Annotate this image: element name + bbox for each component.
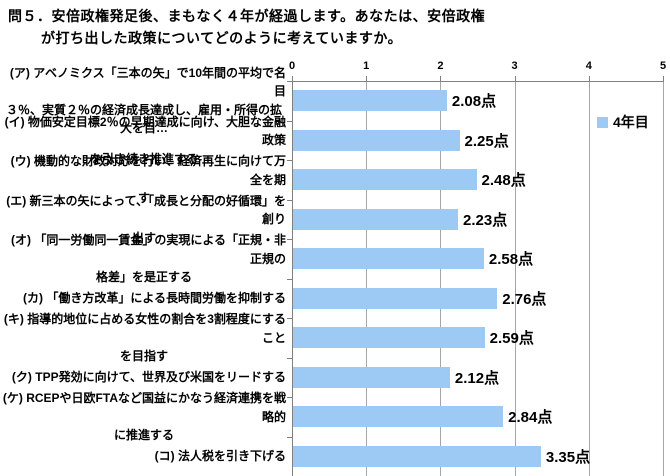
x-axis-line	[292, 81, 664, 82]
x-tick-label: 3	[511, 60, 518, 72]
category-label: (カ) 「働き方改革」による長時間労働を抑制する	[2, 279, 286, 319]
category-label: (コ) 法人税を引き下げる	[2, 437, 286, 476]
category-label-line: (エ) 新三本の矢によって、「成長と分配の好循環」を創り	[6, 193, 286, 227]
bar-value-label: 2.48点	[481, 172, 526, 190]
bar-value-label: 2.23点	[463, 211, 508, 229]
category-label: (ア) アベノミクス「三本の矢」で10年間の平均で名目 ３％、実質２％の経済成長達…	[2, 66, 286, 136]
category-tick-mark	[287, 120, 293, 122]
bar	[293, 366, 450, 388]
x-tick-mark	[292, 76, 293, 88]
bar	[293, 90, 447, 112]
category-tick-mark	[287, 357, 293, 359]
category-label: (イ) 物価安定目標2％の早期達成に向け、大胆な金融政策を引き続き推進する	[2, 115, 286, 166]
category-label-line: (カ) 「働き方改革」による長時間労働を抑制する	[23, 291, 286, 305]
bar-value-label: 2.76点	[502, 290, 547, 308]
chart-title-line1: 問５．安倍政権発足後、まもなく４年が経過します。あなたは、安倍政権	[8, 8, 486, 24]
category-label: (オ) 「同一労働同一賃金」の実現による「正規・非正規の格差」を是正する	[2, 233, 286, 284]
category-label-line: ３％、実質２％の経済成長達成し、雇用・所得の拡大を目…	[5, 102, 282, 136]
chart-title-line2: が打ち出した政策についてどのように考えていますか。	[41, 30, 403, 46]
bar	[293, 248, 484, 270]
x-tick-label: 4	[585, 60, 592, 72]
gridline	[440, 82, 442, 476]
bar	[293, 169, 477, 191]
x-tick-label: 5	[659, 60, 667, 72]
x-tick-label: 0	[288, 60, 296, 72]
category-label-line: (オ) 「同一労働同一賃金」の実現による「正規・非正規の	[11, 233, 286, 266]
category-label-line: に推進する	[113, 428, 174, 442]
category-label-line: を引き続き推進する	[89, 151, 198, 166]
category-tick-mark	[287, 160, 293, 161]
category-tick-mark	[287, 318, 293, 319]
category-label-line: す	[137, 191, 150, 205]
category-label-line: (イ) 物価安定目標2％の早期達成に向け、大胆な金融政策	[4, 114, 286, 148]
category-label: (ケ) RCEPや日欧FTAなど国益にかなう経済連携を戦略的に推進する	[2, 391, 286, 442]
category-label-line: (キ) 指導的地位に占める女性の割合を3割程度にすること	[3, 312, 286, 345]
bar	[293, 287, 498, 309]
category-label-line: (ケ) RCEPや日欧FTAなど国益にかなう経済連携を戦略的	[2, 391, 286, 424]
category-label-line: 出す	[131, 230, 156, 245]
category-label-line: (コ) 法人税を引き下げる	[154, 449, 286, 463]
category-label: (ク) TPP発効に向けて、世界及び米国をリードする	[2, 358, 286, 398]
bar	[293, 406, 504, 428]
category-label-line: を目指す	[119, 349, 168, 363]
bar-value-label: 2.58点	[488, 251, 534, 269]
gridline	[663, 82, 664, 476]
x-tick-label: 2	[437, 60, 444, 72]
category-label: (キ) 指導的地位に占める女性の割合を3割程度にすることを目指す	[2, 312, 286, 363]
bar-value-label: 2.59点	[489, 330, 534, 348]
category-label-line: (ア) アベノミクス「三本の矢」で10年間の平均で名目	[9, 65, 286, 99]
legend-label: 4年目	[613, 114, 649, 130]
category-tick-mark	[287, 278, 293, 280]
bar	[293, 327, 485, 349]
bar	[293, 129, 460, 151]
category-label-line: (ウ) 機動的な財政対応を行い、経済再生に向けて万全を期	[10, 154, 286, 187]
category-label-line: 格差」を是正する	[95, 270, 192, 284]
category-label: (エ) 新三本の矢によって、「成長と分配の好循環」を創り出す	[2, 194, 286, 245]
gridline	[588, 82, 590, 476]
category-tick-mark	[287, 436, 293, 438]
bar	[293, 445, 541, 467]
legend-swatch-icon	[597, 116, 608, 128]
category-label: (ウ) 機動的な財政対応を行い、経済再生に向けて万全を期す	[2, 154, 286, 205]
chart-title: 問５．安倍政権発足後、まもなく４年が経過します。あなたは、安倍政権 が打ち出した…	[8, 5, 628, 49]
bar-value-label: 2.08点	[451, 93, 497, 111]
category-tick-mark	[287, 397, 293, 398]
bar-value-label: 2.84点	[508, 409, 553, 427]
bar	[293, 208, 459, 230]
bar-value-label: 2.25点	[464, 132, 509, 150]
bar-value-label: 3.35点	[545, 448, 591, 466]
category-label-line: (ク) TPP発効に向けて、世界及び米国をリードする	[11, 370, 286, 384]
legend: 4年目	[597, 112, 649, 132]
gridline	[366, 82, 368, 476]
category-tick-mark	[287, 81, 293, 82]
x-tick-label: 1	[363, 60, 370, 72]
category-tick-mark	[287, 199, 293, 201]
bar-value-label: 2.12点	[454, 369, 500, 387]
category-tick-mark	[287, 239, 293, 240]
gridline	[514, 82, 516, 476]
